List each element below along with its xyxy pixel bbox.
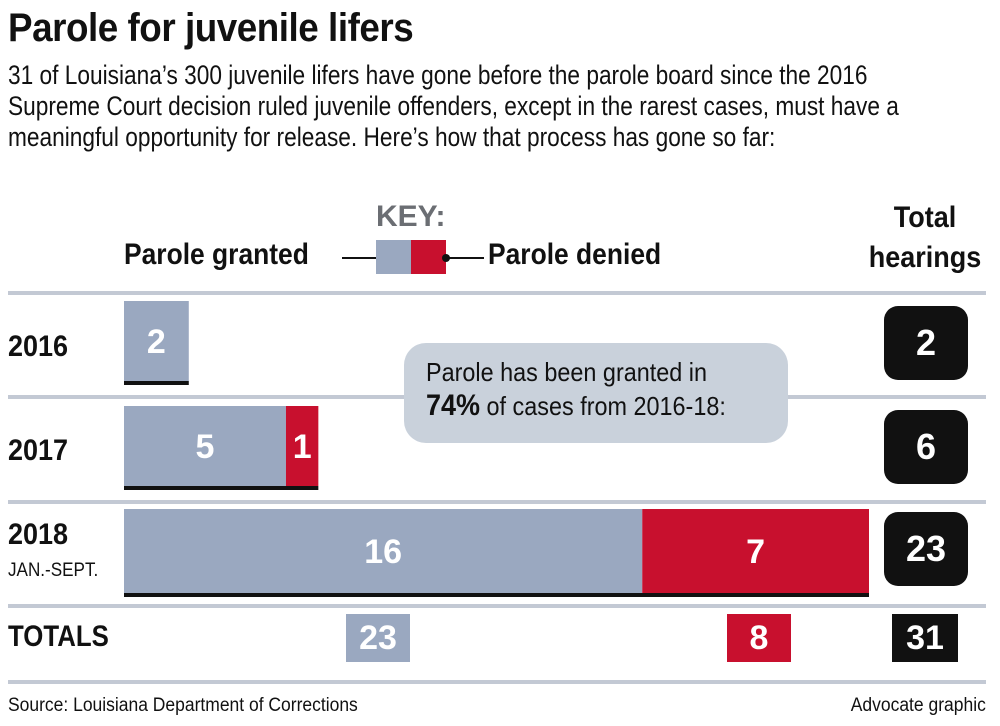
bar-denied-2018 — [642, 509, 869, 593]
year-label-2018: 2018 — [8, 518, 69, 551]
bar-baseline-2017 — [124, 486, 319, 490]
year-label-2016: 2016 — [8, 330, 69, 363]
total-hearings-header: Total hearings — [862, 198, 988, 278]
chart-title: Parole for juvenile lifers — [8, 6, 414, 50]
bar-granted-2017 — [124, 406, 286, 486]
total-box-2016: 2 — [884, 306, 968, 380]
totals-denied-box: 8 — [727, 614, 791, 662]
callout-percent: 74% — [426, 389, 481, 422]
callout-box: Parole has been granted in 74% of cases … — [404, 343, 788, 443]
bar-denied-2017 — [285, 406, 319, 486]
legend-denied-swatch — [411, 240, 446, 274]
bar-granted-value-2017: 5 — [196, 428, 215, 466]
total-box-2017: 6 — [884, 410, 968, 484]
bar-granted-value-2016: 2 — [147, 323, 166, 361]
bar-denied-value-2017: 1 — [293, 428, 312, 466]
divider-rule — [8, 604, 986, 608]
totals-granted-box: 23 — [346, 614, 410, 662]
bar-granted-2016 — [124, 301, 189, 381]
bar-granted-value-2018: 16 — [364, 533, 402, 571]
callout-line2-text: of cases from 2016-18: — [480, 391, 726, 421]
legend-granted-label: Parole granted — [124, 238, 309, 271]
callout-line2: 74% of cases from 2016-18: — [426, 389, 726, 423]
totals-all-box: 31 — [892, 614, 958, 662]
credit-note: Advocate graphic — [850, 695, 986, 716]
totals-label: TOTALS — [8, 620, 109, 653]
year-label-2017: 2017 — [8, 434, 69, 467]
key-label: KEY: — [376, 200, 446, 233]
bar-denied-value-2018: 7 — [746, 533, 765, 571]
bar-baseline-2018 — [124, 593, 869, 597]
bar-granted-2018 — [124, 509, 643, 593]
divider-rule — [8, 500, 986, 504]
bar-baseline-2016 — [124, 381, 189, 385]
total-header-line2: hearings — [868, 241, 982, 274]
legend-granted-swatch — [376, 240, 411, 274]
intro-text: 31 of Louisiana’s 300 juvenile lifers ha… — [8, 60, 899, 152]
footer-rule — [8, 680, 986, 684]
total-box-2018: 23 — [884, 512, 968, 586]
source-note: Source: Louisiana Department of Correcti… — [8, 695, 358, 716]
legend-denied-label: Parole denied — [488, 238, 662, 271]
year-sublabel-2018: JAN.-SEPT. — [8, 560, 99, 581]
divider-rule — [8, 291, 986, 295]
total-header-line1: Total — [893, 201, 957, 234]
callout-line1: Parole has been granted in — [426, 357, 708, 387]
